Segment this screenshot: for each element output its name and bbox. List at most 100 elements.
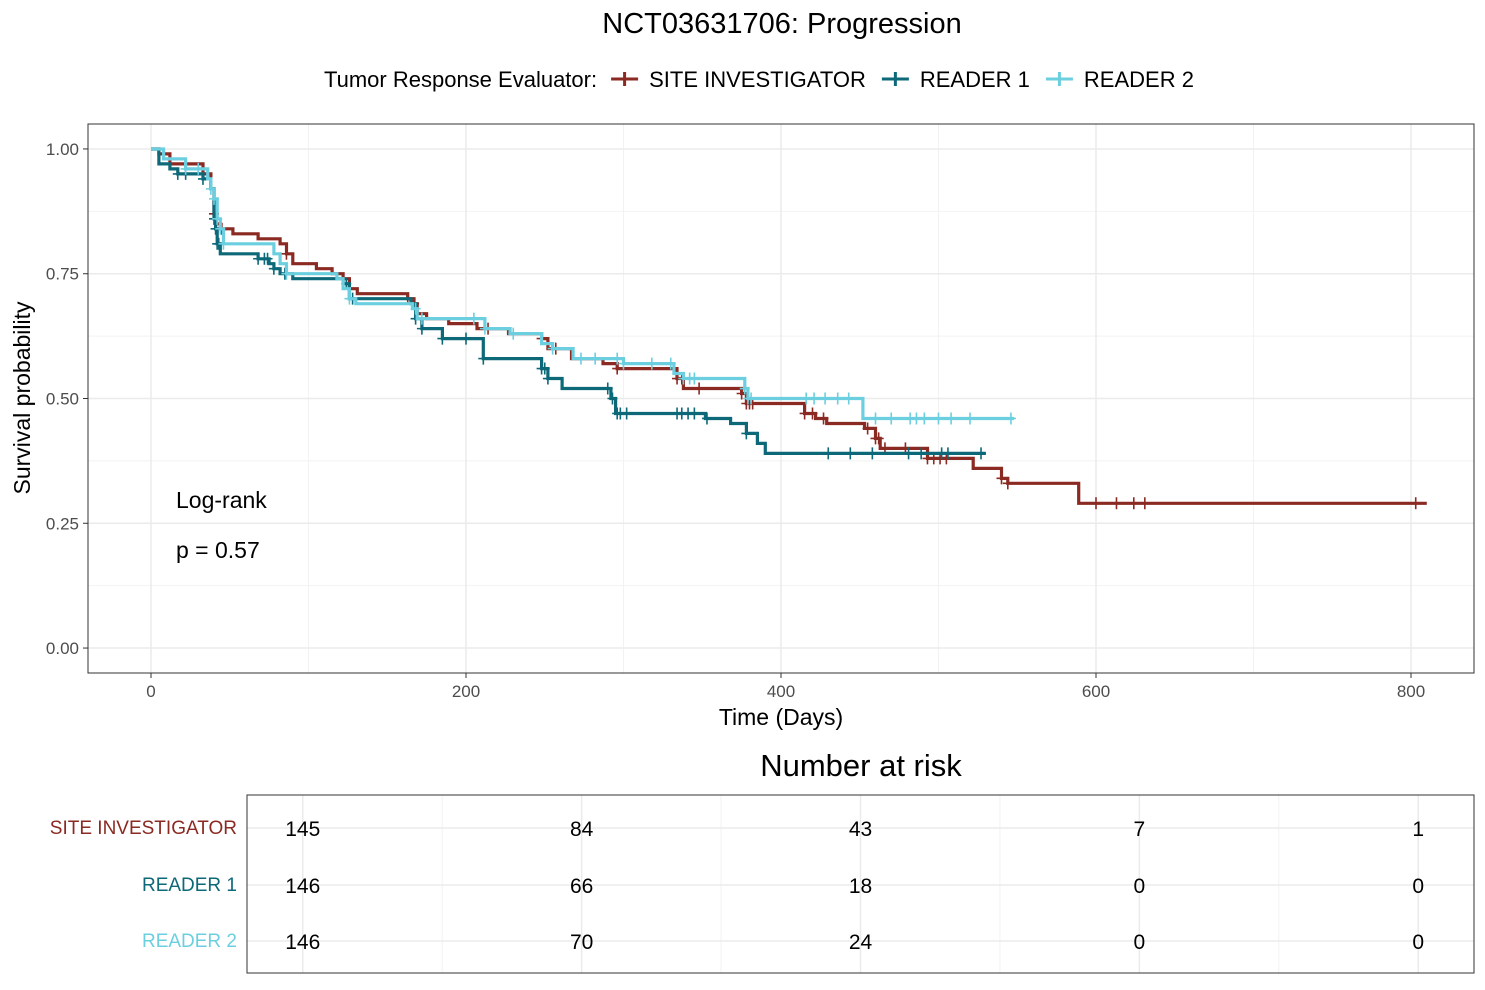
axis-ticks: 0 200 400 600 800 0.00 0.25 0.50 0.75 1.00 <box>46 140 1425 701</box>
risk-value: 24 <box>849 931 873 954</box>
y-axis-title: Survival probability <box>9 301 35 495</box>
series-line <box>151 147 986 455</box>
risk-value: 84 <box>570 818 594 841</box>
risk-table-border <box>246 794 1475 974</box>
legend-item: SITE INVESTIGATOR <box>611 67 866 92</box>
censor-mark <box>1128 497 1139 510</box>
risk-value: 66 <box>570 875 593 898</box>
censor-mark <box>689 372 700 385</box>
censor-mark <box>903 447 914 460</box>
x-tick-label: 800 <box>1397 682 1425 701</box>
censor-mark <box>746 392 757 405</box>
censor-mark <box>468 312 479 325</box>
censor-mark <box>873 432 884 445</box>
censor-mark <box>461 332 471 345</box>
series-group <box>151 147 1427 510</box>
y-tick-label: 0.25 <box>46 514 79 533</box>
censor-mark <box>612 352 623 365</box>
censor-mark <box>180 162 191 175</box>
series-line <box>151 147 1015 421</box>
censor-mark <box>739 382 750 395</box>
censor-mark <box>602 382 613 395</box>
censor-mark <box>212 212 223 225</box>
risk-value: 146 <box>285 931 320 954</box>
plot-grid <box>88 124 1474 673</box>
censor-mark <box>933 412 944 425</box>
legend-item: READER 1 <box>881 67 1030 92</box>
x-axis-title: Time (Days) <box>719 704 843 730</box>
plot-series <box>151 147 1427 510</box>
x-tick-label: 0 <box>146 682 155 701</box>
series-group <box>151 147 1016 425</box>
censor-mark <box>832 392 843 405</box>
censor-mark <box>621 407 632 420</box>
censor-mark <box>694 382 705 395</box>
censor-mark <box>741 427 752 440</box>
censor-mark <box>344 292 355 305</box>
censor-mark <box>862 422 873 435</box>
legend-label: READER 1 <box>920 67 1030 92</box>
censor-mark <box>281 247 292 260</box>
y-tick-label: 0.50 <box>46 390 79 409</box>
pvalue-label: p = 0.57 <box>176 537 260 563</box>
y-tick-label: 1.00 <box>46 140 79 159</box>
series-line <box>151 147 1427 505</box>
censor-mark <box>268 262 279 275</box>
censor-mark <box>193 162 204 175</box>
censor-mark <box>946 412 957 425</box>
censor-mark <box>919 412 930 425</box>
risk-row-label: READER 1 <box>142 875 237 896</box>
censor-mark <box>689 407 700 420</box>
risk-value: 70 <box>570 931 593 954</box>
censor-mark <box>262 252 273 265</box>
censor-mark <box>437 332 448 345</box>
censor-mark <box>618 357 629 370</box>
risk-table: SITE INVESTIGATOR 145 84 43 7 1 READER 1 146 66 1… <box>50 794 1475 974</box>
censor-mark <box>1005 412 1016 425</box>
legend-title: Tumor Response Evaluator: <box>324 67 597 92</box>
censor-mark <box>870 412 881 425</box>
censor-mark <box>809 392 820 405</box>
censor-mark <box>218 237 229 250</box>
risk-row-label: SITE INVESTIGATOR <box>50 818 237 839</box>
censor-mark <box>1111 497 1122 510</box>
censor-mark <box>542 372 553 385</box>
censor-mark <box>976 447 987 460</box>
risk-value: 0 <box>1412 931 1424 954</box>
censor-mark <box>281 267 292 280</box>
censor-mark <box>996 472 1007 485</box>
censor-mark <box>575 352 586 365</box>
y-tick-label: 0.00 <box>46 639 79 658</box>
censor-mark <box>590 352 601 365</box>
censor-mark <box>1091 497 1101 510</box>
y-tick-label: 0.75 <box>46 265 79 284</box>
censor-mark <box>539 362 550 375</box>
censor-mark <box>965 412 975 425</box>
censor-mark <box>823 447 834 460</box>
legend: Tumor Response Evaluator: SITE INVESTIGA… <box>324 67 1194 92</box>
risk-table-title: Number at risk <box>760 748 962 783</box>
legend-label: READER 2 <box>1084 67 1194 92</box>
x-tick-label: 200 <box>452 682 480 701</box>
legend-key <box>881 72 909 86</box>
censor-mark <box>665 357 676 370</box>
censor-mark <box>410 302 421 315</box>
legend-key <box>1045 72 1073 86</box>
x-tick-label: 400 <box>767 682 795 701</box>
risk-value: 146 <box>285 875 320 898</box>
censor-mark <box>547 342 558 355</box>
legend-key <box>611 72 639 86</box>
censor-mark <box>1139 497 1150 510</box>
censor-mark <box>1002 477 1013 490</box>
risk-value: 145 <box>285 818 320 841</box>
censor-mark <box>807 407 818 420</box>
censor-mark <box>886 412 897 425</box>
censor-mark <box>479 322 490 335</box>
risk-value: 18 <box>849 875 872 898</box>
censor-mark <box>867 447 878 460</box>
censor-mark <box>646 357 657 370</box>
censor-mark <box>215 222 226 235</box>
censor-mark <box>942 447 953 460</box>
